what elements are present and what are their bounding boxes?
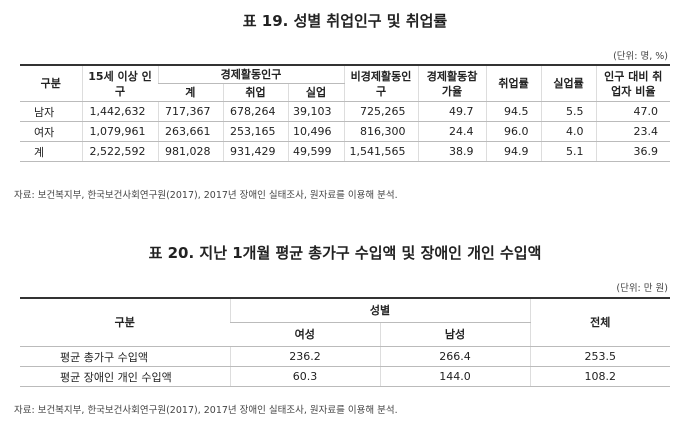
- row-label: 남자: [20, 101, 82, 122]
- unit-note: (단위: 만 원): [616, 283, 668, 294]
- header-cell: 인구 대비 취업자 비율: [595, 65, 671, 102]
- table-cell: 2,522,592: [81, 141, 158, 162]
- row-label: 여자: [20, 121, 82, 142]
- table-cell: 96.0: [485, 121, 542, 142]
- table-cell: 725,265: [343, 101, 419, 122]
- table-cell: 24.4: [417, 121, 487, 142]
- table-cell: 36.9: [595, 141, 671, 162]
- table-cell: 5.5: [540, 101, 597, 122]
- table-row: 남자 1,442,632 717,367 678,264 39,103 725,265 49…: [20, 101, 671, 122]
- header-cell: 계: [158, 83, 223, 102]
- source-note: 자료: 보건복지부, 한국보건사회연구원(2017), 2017년 장애인 실태…: [14, 405, 398, 416]
- table-cell: 5.1: [540, 141, 597, 162]
- table-row: 평균 총가구 수입액 236.2 266.4 253.5: [20, 346, 670, 367]
- table-cell: 253,165: [222, 121, 288, 142]
- table-cell: 38.9: [417, 141, 487, 162]
- table-cell: 236.2: [229, 346, 380, 367]
- header-cell: 실업: [287, 83, 345, 102]
- table-title: 표 19. 성별 취업인구 및 취업률: [242, 12, 448, 30]
- table-cell: 49.7: [417, 101, 487, 122]
- table-cell: 816,300: [343, 121, 419, 142]
- row-label: 평균 총가구 수입액: [20, 346, 230, 367]
- unit-note: (단위: 명, %): [613, 51, 668, 62]
- header-cell: 취업: [222, 83, 288, 102]
- table-cell: 931,429: [222, 141, 288, 162]
- header-cell: 여성: [230, 322, 380, 347]
- header-cell: 남성: [379, 322, 530, 347]
- header-cell: 구분: [20, 298, 230, 347]
- table-cell: 1,541,565: [343, 141, 419, 162]
- table-row: 계 2,522,592 981,028 931,429 49,599 1,541,565 3…: [20, 141, 671, 162]
- table-title: 표 20. 지난 1개월 평균 총가구 수입액 및 장애인 개인 수입액: [148, 244, 542, 262]
- table-cell: 60.3: [229, 366, 380, 387]
- table: 구분 성별 전체 여성 남성 평균 총가구 수입액 236.2 266.4 253.5…: [20, 297, 670, 387]
- table-cell: 981,028: [157, 141, 223, 162]
- table-cell: 49,599: [287, 141, 345, 162]
- header-cell: 취업률: [485, 65, 542, 102]
- header-cell: 성별: [229, 298, 530, 323]
- table-row: 여자 1,079,961 263,661 253,165 10,496 816,300 24…: [20, 121, 671, 142]
- table-cell: 1,442,632: [81, 101, 158, 122]
- table-cell: 23.4: [595, 121, 671, 142]
- header-cell: 비경제활동인구: [343, 65, 419, 102]
- row-label: 평균 장애인 개인 수입액: [20, 366, 230, 387]
- table-cell: 263,661: [157, 121, 223, 142]
- header-cell: 실업률: [540, 65, 597, 102]
- table-cell: 253.5: [529, 346, 670, 367]
- table-cell: 94.5: [485, 101, 542, 122]
- header-cell: 전체: [529, 298, 670, 347]
- header-cell: 경제활동인구: [157, 65, 345, 84]
- table-cell: 144.0: [379, 366, 530, 387]
- table-cell: 1,079,961: [81, 121, 158, 142]
- table-cell: 108.2: [529, 366, 670, 387]
- table-cell: 266.4: [379, 346, 530, 367]
- table-cell: 10,496: [287, 121, 345, 142]
- table-cell: 4.0: [540, 121, 597, 142]
- header-cell: 경제활동참가율: [417, 65, 487, 102]
- header-cell: 구분: [20, 65, 82, 102]
- header-cell: 15세 이상 인구: [81, 65, 158, 102]
- table-cell: 39,103: [287, 101, 345, 122]
- table: 구분 15세 이상 인구 경제활동인구 비경제활동인구 경제활동참가율 취업률 …: [20, 64, 671, 162]
- table-cell: 47.0: [595, 101, 671, 122]
- table-cell: 94.9: [485, 141, 542, 162]
- table-row: 평균 장애인 개인 수입액 60.3 144.0 108.2: [20, 366, 670, 387]
- table-cell: 717,367: [157, 101, 223, 122]
- table-cell: 678,264: [222, 101, 288, 122]
- row-label: 계: [20, 141, 82, 162]
- source-note: 자료: 보건복지부, 한국보건사회연구원(2017), 2017년 장애인 실태…: [14, 190, 398, 201]
